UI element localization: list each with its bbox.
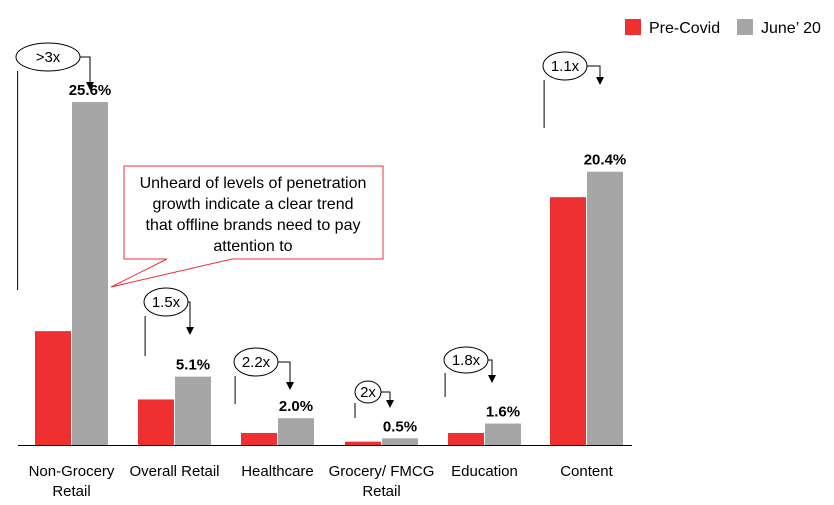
growth-label-5: 1.1x bbox=[551, 58, 580, 75]
data-label-1: 5.1% bbox=[176, 357, 210, 374]
category-label-0-line2: Retail bbox=[52, 483, 90, 500]
category-label-3-line2: Retail bbox=[362, 483, 400, 500]
growth-label-2: 2.2x bbox=[242, 354, 271, 371]
bar-pre-covid-3 bbox=[345, 441, 381, 445]
category-label-3: Grocery/ FMCG bbox=[329, 463, 435, 480]
arrow-down-icon bbox=[186, 327, 194, 335]
growth-label-4: 1.8x bbox=[452, 352, 481, 369]
bar-june-20-5 bbox=[587, 171, 623, 445]
bar-june-20-4 bbox=[485, 423, 521, 445]
growth-ellipse-0 bbox=[15, 42, 81, 72]
growth-ellipse-5 bbox=[542, 51, 588, 81]
legend-swatch-pre-covid bbox=[625, 19, 641, 35]
category-label-2: Healthcare bbox=[241, 463, 314, 480]
bar-pre-covid-5 bbox=[550, 197, 586, 445]
bar-pre-covid-4 bbox=[448, 432, 484, 445]
legend-label-pre-covid: Pre-Covid bbox=[649, 20, 720, 37]
data-label-5: 20.4% bbox=[584, 152, 627, 169]
data-label-4: 1.6% bbox=[486, 404, 520, 421]
category-label-0: Non-Grocery bbox=[29, 463, 115, 480]
growth-ellipse-1 bbox=[143, 287, 189, 317]
callout-line-1: Unheard of levels of penetration bbox=[140, 175, 367, 192]
growth-arrow-line-0 bbox=[80, 56, 91, 82]
bar-pre-covid-1 bbox=[138, 399, 174, 445]
arrow-down-icon bbox=[286, 382, 294, 390]
arrow-down-icon bbox=[488, 375, 496, 383]
bar-june-20-0 bbox=[72, 102, 108, 445]
bar-june-20-1 bbox=[175, 376, 211, 445]
growth-arrow-line-3 bbox=[381, 391, 391, 400]
bar-pre-covid-0 bbox=[35, 331, 71, 445]
bar-june-20-2 bbox=[278, 418, 314, 445]
legend-label-june-20: June’ 20 bbox=[761, 20, 821, 37]
growth-arrow-line-2 bbox=[278, 361, 291, 382]
growth-arrow-line-4 bbox=[488, 359, 493, 375]
growth-ellipse-4 bbox=[443, 346, 489, 374]
arrow-down-icon bbox=[86, 82, 94, 90]
growth-label-0: >3x bbox=[36, 49, 61, 66]
callout-line-3: that offline brands need to pay bbox=[146, 217, 361, 234]
bar-pre-covid-2 bbox=[241, 432, 277, 445]
growth-ellipse-2 bbox=[233, 347, 279, 377]
growth-arrow-line-5 bbox=[587, 65, 601, 77]
callout-line-2: growth indicate a clear trend bbox=[153, 196, 354, 213]
callout: Unheard of levels of penetration growth … bbox=[110, 165, 384, 288]
category-label-1: Overall Retail bbox=[129, 463, 219, 480]
arrow-down-icon bbox=[386, 400, 394, 408]
legend: Pre-Covid June’ 20 bbox=[625, 19, 821, 37]
callout-line-4: attention to bbox=[213, 238, 292, 255]
legend-swatch-june-20 bbox=[737, 19, 753, 35]
growth-arrow-line-1 bbox=[188, 301, 191, 327]
growth-label-1: 1.5x bbox=[152, 294, 181, 311]
category-label-4: Education bbox=[451, 463, 518, 480]
growth-label-3: 2x bbox=[360, 384, 376, 401]
data-label-3: 0.5% bbox=[383, 418, 417, 435]
bar-june-20-3 bbox=[382, 438, 418, 445]
data-label-2: 2.0% bbox=[279, 398, 313, 415]
growth-ellipse-3 bbox=[354, 380, 382, 404]
category-label-5: Content bbox=[560, 463, 613, 480]
arrow-down-icon bbox=[596, 77, 604, 85]
data-label-0: 25.6% bbox=[69, 82, 112, 99]
